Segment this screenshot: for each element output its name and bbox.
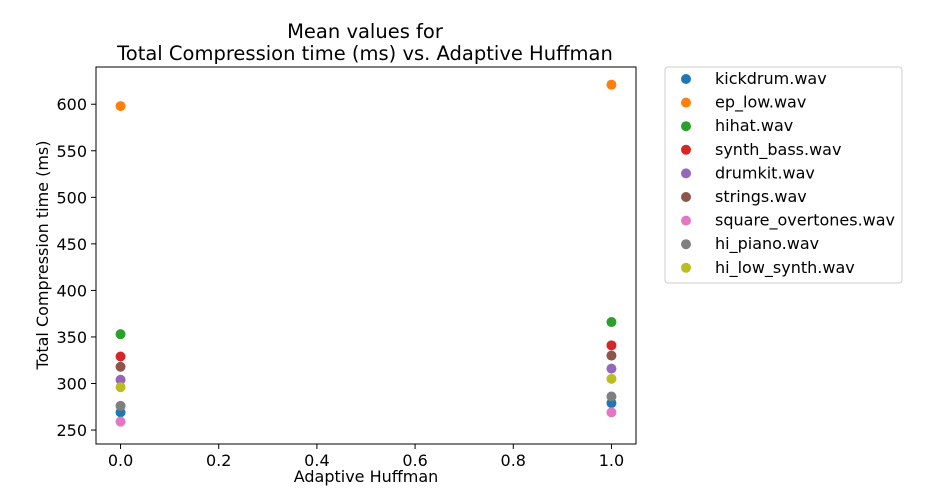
data-point (115, 329, 126, 340)
x-tick-label: 0.2 (206, 451, 231, 470)
data-point (115, 351, 126, 362)
data-point (606, 391, 617, 402)
chart-title-line-2: Total Compression time (ms) vs. Adaptive… (116, 42, 613, 65)
data-point (115, 374, 126, 385)
legend: kickdrum.wav ep_low.wav hihat.wav synth_bas… (681, 69, 895, 278)
data-point (115, 400, 126, 411)
data-point (115, 101, 126, 112)
data-point (115, 416, 126, 427)
legend-marker (681, 74, 691, 84)
x-tick-label: 0.4 (304, 451, 329, 470)
legend-label: hi_piano.wav (715, 234, 819, 254)
data-point (606, 373, 617, 384)
legend-label: kickdrum.wav (715, 69, 827, 88)
legend-marker (681, 97, 691, 108)
legend-marker (681, 239, 691, 250)
y-tick-label: 550 (56, 142, 87, 161)
data-point (115, 361, 126, 372)
data-point (115, 382, 126, 393)
data-point (606, 350, 617, 361)
x-tick-label: 1.0 (599, 451, 624, 470)
y-tick-label: 450 (56, 235, 87, 254)
legend-marker (681, 215, 691, 226)
legend-label: synth_bass.wav (715, 140, 841, 160)
y-tick-label: 300 (56, 374, 87, 393)
legend-marker (681, 262, 691, 273)
legend-marker (681, 192, 691, 202)
x-tick-label: 0.8 (501, 451, 526, 470)
chart-title-line-1: Mean values for (287, 20, 444, 43)
data-point (606, 317, 617, 328)
data-point (606, 407, 617, 418)
legend-marker (681, 168, 691, 179)
legend-label: strings.wav (715, 187, 807, 206)
y-tick-label: 400 (56, 281, 87, 300)
data-point (606, 340, 617, 351)
data-point (606, 79, 617, 90)
legend-marker (681, 121, 691, 132)
plot-area: 0.0 0.2 0.4 0.6 0.8 1.0 250 300 350 400 450 500 550 6… (56, 79, 624, 470)
legend-label: hi_low_synth.wav (715, 258, 855, 278)
y-tick-label: 250 (56, 421, 87, 440)
plot-frame (95, 66, 637, 445)
legend-box (664, 66, 903, 284)
legend-label: hihat.wav (715, 116, 793, 135)
legend-label: ep_low.wav (715, 93, 806, 113)
x-tick-label: 0.6 (402, 451, 427, 470)
data-point (606, 363, 617, 374)
y-tick-label: 600 (56, 95, 87, 114)
legend-label: drumkit.wav (715, 163, 815, 182)
y-tick-label: 350 (56, 328, 87, 347)
legend-label: square_overtones.wav (715, 211, 895, 231)
legend-marker (681, 144, 691, 155)
x-tick-label: 0.0 (108, 451, 133, 470)
y-tick-label: 500 (56, 188, 87, 207)
x-axis-label: Adaptive Huffman (294, 467, 439, 486)
y-axis-label: Total Compression time (ms) (33, 141, 52, 371)
